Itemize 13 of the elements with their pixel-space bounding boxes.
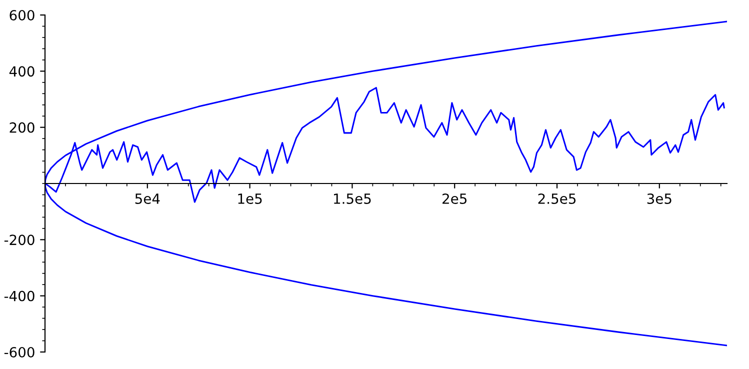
y-tick-label: 200 <box>10 122 34 133</box>
x-tick-label: 5e4 <box>135 194 160 204</box>
x-tick-label: 2.5e5 <box>538 193 576 204</box>
y-tick-label: -400 <box>4 290 34 302</box>
x-tick-label: 1.5e5 <box>334 194 371 204</box>
x-tick-label: 3e5 <box>647 193 672 204</box>
y-tick-label: -600 <box>4 346 34 358</box>
y-tick-label: 600 <box>10 10 34 20</box>
y-tick-label: -200 <box>4 234 34 246</box>
y-tick-label: 400 <box>9 66 34 77</box>
line-series <box>45 20 727 346</box>
x-tick-label: 2e5 <box>442 193 467 204</box>
x-tick-label: 1e5 <box>238 194 262 204</box>
